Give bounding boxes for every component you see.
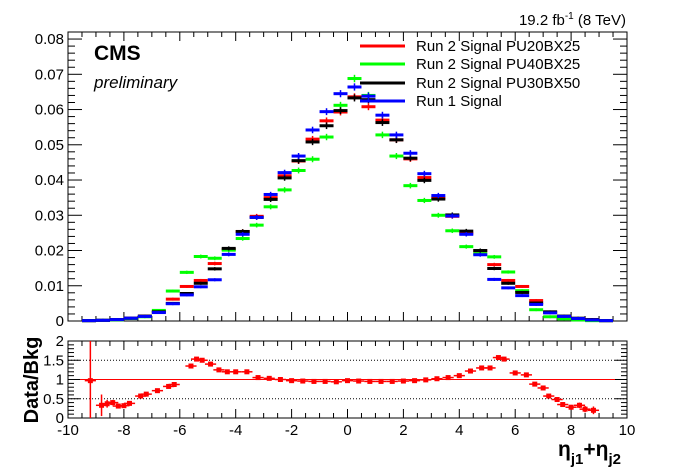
ratio-x-tick-label: 0 (343, 422, 351, 439)
lumi-label: 19.2 fb-1 (8 TeV) (519, 11, 626, 29)
ratio-point-marker (300, 378, 306, 384)
ratio-point-marker (560, 402, 566, 408)
ratio-x-tick-label: 2 (399, 422, 407, 439)
ratio-point-marker (445, 375, 451, 381)
ratio-y-tick-label: 0.5 (43, 391, 64, 408)
ratio-point-marker (322, 378, 328, 384)
ratio-x-tick-label: 6 (511, 422, 519, 439)
main-y-tick-label: 0.05 (35, 137, 64, 154)
main-x-axis (67, 32, 628, 321)
ratio-point-marker (166, 383, 172, 389)
ratio-point-marker (110, 400, 116, 406)
ratio-point-marker (333, 379, 339, 385)
ratio-point-marker (568, 404, 574, 410)
ratio-x-axis: -10 -8 -6 -4 -2 0 2 4 6 8 10 (57, 341, 635, 439)
ratio-point-marker (188, 363, 194, 369)
ratio-point-marker (495, 355, 501, 361)
ratio-point-marker (501, 356, 507, 362)
ratio-point-marker (400, 378, 406, 384)
cms-label: CMS (94, 42, 141, 65)
ratio-point-marker (345, 378, 350, 384)
ratio-y-axis: 0 0.5 1 1.5 2 (43, 333, 627, 427)
ratio-point-marker (512, 370, 518, 376)
x-axis-label: ηj1+ηj2 (558, 438, 621, 468)
ratio-point-marker (216, 367, 222, 373)
ratio-y-tick-label: 0 (56, 410, 64, 427)
ratio-point-marker (456, 373, 462, 379)
ratio-x-tick-label: 10 (619, 422, 636, 439)
ratio-point-marker (244, 369, 250, 375)
ratio-x-tick-label: 8 (567, 422, 575, 439)
preliminary-label: preliminary (93, 73, 179, 92)
ratio-point-marker (523, 372, 529, 378)
ratio-point-marker (367, 378, 373, 384)
ratio-point-marker (576, 402, 582, 408)
ratio-point-marker (143, 391, 149, 397)
ratio-point-marker (412, 378, 418, 384)
ratio-point-marker (138, 393, 144, 399)
ratio-y-tick-label: 2 (56, 333, 64, 350)
ratio-point-marker (554, 397, 560, 403)
ratio-point-marker (154, 388, 160, 394)
ratio-x-tick-label: -6 (173, 422, 186, 439)
ratio-point-marker (356, 378, 362, 384)
ratio-x-tick-label: -8 (117, 422, 130, 439)
ratio-x-tick-label: 4 (455, 422, 463, 439)
ratio-point-marker (582, 406, 588, 412)
ratio-point-marker (590, 407, 596, 413)
ratio-points (84, 341, 600, 418)
ratio-point-marker (126, 400, 132, 406)
main-y-axis: 0 0.01 0.02 0.03 0.04 0.05 0.06 0.07 0.08 (35, 31, 627, 330)
ratio-x-tick-label: -2 (285, 422, 298, 439)
ratio-point-marker (224, 369, 230, 375)
ratio-y-label: Data/Bkg (21, 337, 43, 424)
legend-label-pu20bx25: Run 2 Signal PU20BX25 (416, 38, 580, 55)
ratio-point-marker (208, 361, 214, 367)
legend-label-pu40bx25: Run 2 Signal PU40BX25 (416, 56, 580, 73)
histogram-series (81, 74, 614, 323)
ratio-point-marker (194, 356, 200, 362)
ratio-y-tick-label: 1.5 (43, 352, 64, 369)
ratio-point-marker (423, 377, 429, 383)
ratio-point-marker (311, 378, 317, 384)
ratio-point-marker (434, 376, 440, 382)
main-y-tick-label: 0.06 (35, 102, 64, 119)
legend: Run 2 Signal PU20BX25 Run 2 Signal PU40B… (360, 38, 580, 110)
ratio-point-marker (99, 402, 105, 408)
ratio-point-marker (87, 378, 93, 384)
ratio-point-marker (532, 381, 538, 387)
ratio-point-marker (546, 393, 552, 399)
ratio-point-marker (233, 369, 239, 375)
ratio-point-marker (389, 378, 395, 384)
ratio-point-marker (487, 365, 493, 371)
main-y-tick-label: 0.01 (35, 278, 64, 295)
ratio-x-tick-label: -4 (229, 422, 242, 439)
legend-label-pu30bx50: Run 2 Signal PU30BX50 (416, 75, 580, 92)
ratio-point-marker (255, 375, 261, 381)
ratio-point-marker (540, 385, 546, 391)
main-y-tick-label: 0.02 (35, 243, 64, 260)
ratio-point-marker (277, 377, 283, 382)
main-y-tick-label: 0.04 (35, 172, 64, 189)
ratio-point-marker (479, 365, 485, 371)
main-y-tick-label: 0 (56, 313, 64, 330)
legend-label-run1: Run 1 Signal (416, 93, 502, 110)
main-y-tick-label: 0.07 (35, 66, 64, 83)
ratio-point-marker (467, 368, 473, 374)
ratio-point-marker (171, 382, 177, 388)
main-y-tick-label: 0.03 (35, 207, 64, 224)
ratio-point-marker (378, 378, 384, 384)
ratio-point-marker (121, 403, 127, 409)
ratio-point-marker (199, 357, 205, 363)
ratio-point-marker (266, 375, 272, 381)
ratio-point-marker (289, 378, 295, 384)
ratio-y-tick-label: 1 (56, 372, 64, 389)
main-y-tick-label: 0.08 (35, 31, 64, 48)
ratio-x-tick-label: -10 (57, 422, 79, 439)
ratio-point-marker (104, 401, 110, 407)
